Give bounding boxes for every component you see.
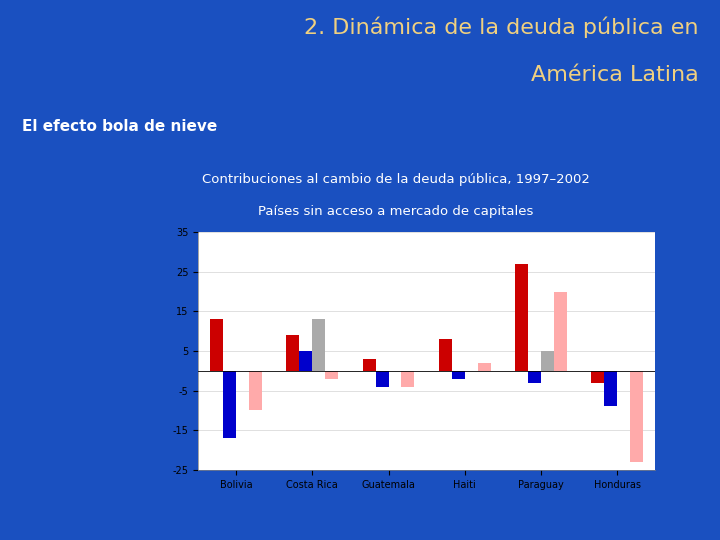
Bar (591, 371, 604, 383)
Bar (541, 351, 554, 371)
Bar (376, 371, 389, 387)
Bar (438, 339, 451, 371)
Bar (515, 264, 528, 371)
Bar (210, 319, 223, 371)
Bar (363, 359, 376, 371)
Bar (604, 371, 617, 407)
Text: El efecto bola de nieve: El efecto bola de nieve (22, 119, 217, 134)
Bar (223, 371, 236, 438)
Bar (451, 371, 464, 379)
Bar (312, 319, 325, 371)
Text: 2. Dinámica de la deuda pública en: 2. Dinámica de la deuda pública en (304, 16, 698, 38)
Bar (249, 371, 262, 410)
Bar (402, 371, 415, 387)
Text: Países sin acceso a mercado de capitales: Países sin acceso a mercado de capitales (258, 205, 534, 218)
Text: América Latina: América Latina (531, 65, 698, 85)
Bar (300, 351, 312, 371)
Bar (528, 371, 541, 383)
Bar (287, 335, 300, 371)
Bar (325, 371, 338, 379)
Text: Contribuciones al cambio de la deuda pública, 1997–2002: Contribuciones al cambio de la deuda púb… (202, 173, 590, 186)
Bar (630, 371, 643, 462)
Bar (554, 292, 567, 371)
Bar (477, 363, 490, 371)
